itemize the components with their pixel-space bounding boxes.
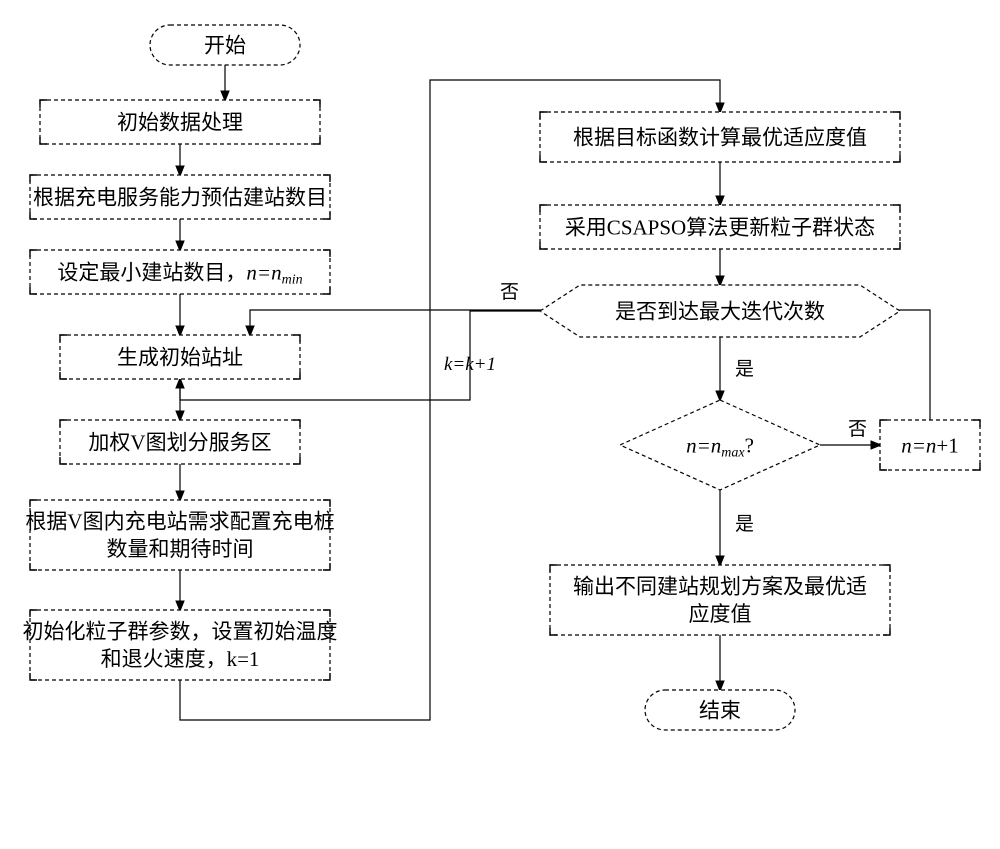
node-text-d1-l0: 是否到达最大迭代次数 [615,299,825,323]
node-n3: 设定最小建站数目，n=nmin [30,250,330,294]
edge-label: 是 [735,514,754,535]
node-text-n1-l0: 初始数据处理 [117,110,243,134]
flowchart-diagram: 是否k=k+1是否开始初始数据处理根据充电服务能力预估建站数目设定最小建站数目，… [0,0,1000,849]
node-text-n9-l0: 采用CSAPSO算法更新粒子群状态 [565,215,875,239]
node-n6: 根据V图内充电站需求配置充电桩数量和期待时间 [25,500,334,570]
node-text-n7-l1: 和退火速度，k=1 [101,647,260,671]
node-n8: 根据目标函数计算最优适应度值 [540,112,900,162]
node-n1: 初始数据处理 [40,100,320,144]
node-end: 结束 [645,690,795,730]
node-text-n4-l0: 生成初始站址 [117,345,243,369]
node-text-n10-l1: 应度值 [689,602,752,626]
node-n10: 输出不同建站规划方案及最优适应度值 [550,565,890,635]
node-n9: 采用CSAPSO算法更新粒子群状态 [540,205,900,249]
node-text-n6-l0: 根据V图内充电站需求配置充电桩 [25,510,334,534]
node-ninc: n=n+1 [880,420,980,470]
node-text-n6-l1: 数量和期待时间 [107,537,254,561]
node-d1: 是否到达最大迭代次数 [540,285,900,337]
node-text-n5-l0: 加权V图划分服务区 [88,430,271,454]
node-n5: 加权V图划分服务区 [60,420,300,464]
node-n2: 根据充电服务能力预估建站数目 [30,175,330,219]
node-text-d2: n=nmax? [686,433,754,460]
node-text-n10-l0: 输出不同建站规划方案及最优适 [573,575,867,599]
edge-label: 否 [848,419,867,440]
edge-label: 是 [735,359,754,380]
node-text-n8-l0: 根据目标函数计算最优适应度值 [573,125,867,149]
node-text-n3: 设定最小建站数目，n=nmin [57,260,302,287]
node-text-start-l0: 开始 [204,33,246,57]
node-text-ninc: n=n+1 [901,433,959,457]
node-text-end-l0: 结束 [699,698,741,722]
node-n4: 生成初始站址 [60,335,300,379]
edge-label: 否 [500,282,519,303]
node-text-n2-l0: 根据充电服务能力预估建站数目 [33,185,327,209]
node-start: 开始 [150,25,300,65]
node-text-n7-l0: 初始化粒子群参数，设置初始温度 [23,620,338,644]
node-n7: 初始化粒子群参数，设置初始温度和退火速度，k=1 [23,610,338,680]
node-d2: n=nmax? [620,400,820,490]
edge-klabel: k=k+1 [444,354,496,375]
